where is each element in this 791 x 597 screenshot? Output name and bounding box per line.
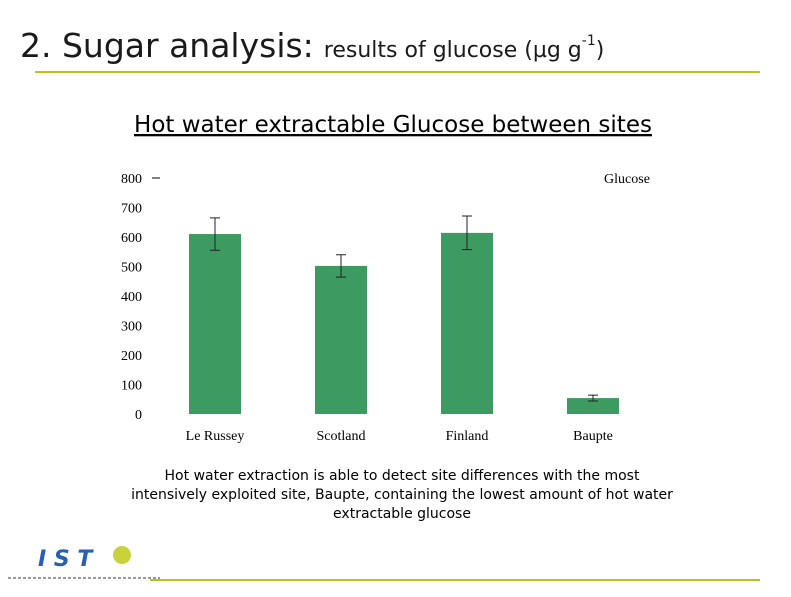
caption: Hot water extraction is able to detect s… [131,468,673,522]
bar [567,398,619,414]
error-bar [210,217,220,251]
error-bar [462,215,472,251]
y-tick-label: 500 [121,261,142,276]
logo-text: I S T [38,547,94,572]
y-tick-label: 300 [121,320,142,335]
caption-line: intensively exploited site, Baupte, cont… [131,487,673,503]
bar [189,234,241,414]
y-tick-label: 700 [121,202,142,217]
y-tick-label: 600 [121,231,142,246]
x-tick-label: Finland [446,429,489,444]
bar [315,265,367,414]
y-tick-label: 0 [135,408,142,423]
x-tick-label: Baupte [573,429,613,444]
logo-icon [113,546,131,564]
y-tick-label: 100 [121,379,142,394]
title-main: 2. Sugar analysis: [20,26,314,65]
chart: 0 100 200 300 400 500 600 700 800 Le Russey Scotla… [121,172,650,444]
y-tick-label: 800 [121,172,142,187]
slide-title: 2. Sugar analysis: results of glucose (µg… [20,26,604,65]
legend-label: Glucose [604,172,650,187]
x-tick-label: Scotland [317,429,366,444]
caption-line: Hot water extraction is able to detect s… [165,468,640,484]
title-rest: results of glucose (µg g [324,38,582,63]
y-tick-label: 400 [121,290,142,305]
y-tick-label: 200 [121,349,142,364]
title-end: ) [596,38,605,63]
x-tick-label: Le Russey [186,429,245,444]
error-bar [588,394,598,402]
subtitle: Hot water extractable Glucose between si… [134,112,652,138]
caption-line: extractable glucose [333,506,471,522]
title-sup: -1 [582,33,596,49]
bar [441,232,493,414]
error-bar [336,254,346,278]
